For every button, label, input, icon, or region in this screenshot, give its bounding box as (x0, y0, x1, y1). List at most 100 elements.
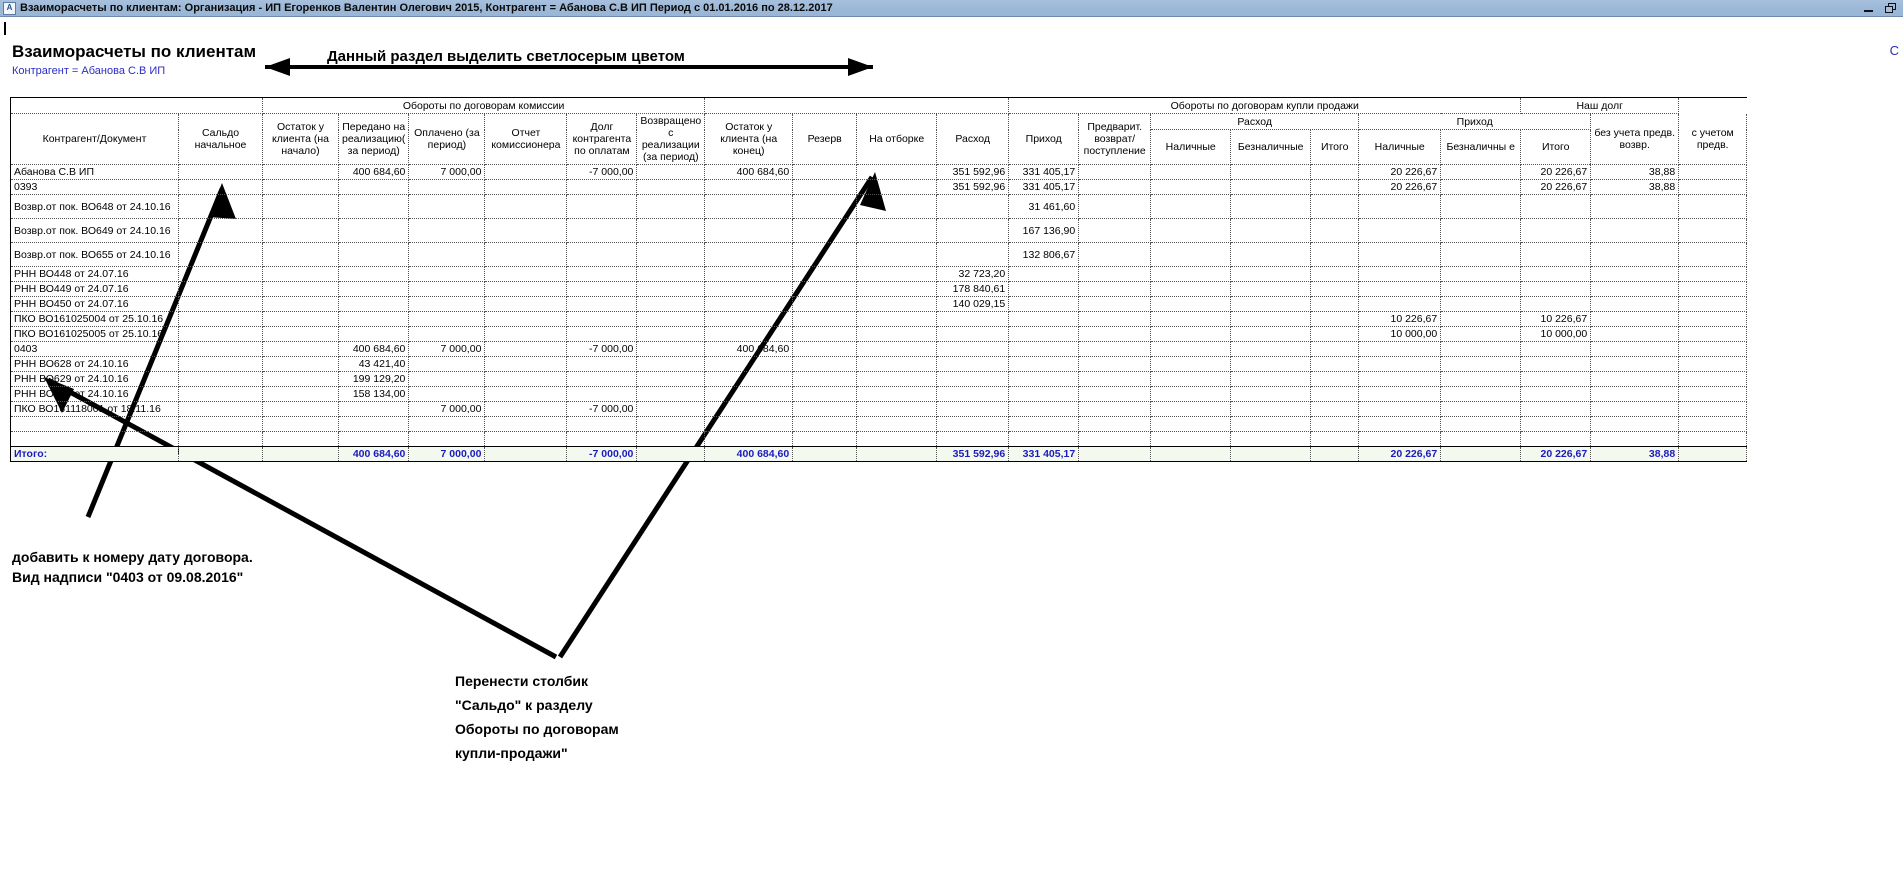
cell-value[interactable]: -7 000,00 (566, 164, 638, 180)
cell-value[interactable] (1678, 386, 1748, 402)
cell-value[interactable] (704, 401, 794, 417)
cell-value[interactable]: 10 226,67 (1520, 311, 1592, 327)
col-client-balance-end[interactable]: Остаток у клиента (на конец) (704, 113, 794, 165)
cell-value[interactable] (338, 311, 410, 327)
cell-value[interactable] (408, 242, 486, 267)
cell-document-label[interactable]: Итого: (10, 446, 179, 462)
table-row[interactable]: РНН ВО628 от 24.10.16 43 421,40 (10, 356, 1748, 372)
cell-value[interactable] (1678, 266, 1748, 282)
cell-value[interactable] (1008, 326, 1080, 342)
cell-value[interactable] (1678, 296, 1748, 312)
cell-value[interactable]: 167 136,90 (1008, 218, 1080, 243)
cell-value[interactable] (262, 401, 339, 417)
cell-value[interactable] (1358, 386, 1442, 402)
cell-value[interactable] (636, 431, 706, 447)
cell-value[interactable] (1078, 218, 1152, 243)
col-returned-from-sale[interactable]: Возвращено с реализации (за период) (636, 113, 706, 165)
cell-value[interactable] (566, 194, 638, 219)
col-counterparty-debt[interactable]: Долг контрагента по оплатам (566, 113, 638, 165)
cell-value[interactable] (704, 356, 794, 372)
col-income[interactable]: Приход (1008, 113, 1080, 165)
cell-value[interactable] (1520, 431, 1592, 447)
col-transferred-for-sale[interactable]: Передано на реализацию( за период) (338, 113, 410, 165)
cell-value[interactable] (1310, 386, 1360, 402)
cell-value[interactable] (1078, 371, 1152, 387)
cell-value[interactable] (1310, 326, 1360, 342)
cell-value[interactable] (1310, 401, 1360, 417)
cell-value[interactable] (1078, 416, 1152, 432)
cell-value[interactable]: 140 029,15 (936, 296, 1010, 312)
cell-value[interactable] (262, 431, 339, 447)
cell-value[interactable]: 10 226,67 (1358, 311, 1442, 327)
cell-value[interactable] (1358, 401, 1442, 417)
cell-value[interactable] (1678, 311, 1748, 327)
cell-value[interactable]: 132 806,67 (1008, 242, 1080, 267)
cell-value[interactable] (1520, 386, 1592, 402)
cell-value[interactable] (1150, 179, 1232, 195)
col-with-advance[interactable]: с учетом предв. (1678, 113, 1748, 165)
cell-value[interactable] (262, 242, 339, 267)
cell-value[interactable]: 20 226,67 (1520, 446, 1592, 462)
cell-value[interactable] (792, 431, 858, 447)
cell-value[interactable] (178, 386, 263, 402)
cell-value[interactable] (792, 356, 858, 372)
cell-value[interactable] (1590, 218, 1680, 243)
table-row[interactable]: ПКО ВО161025005 от 25.10.16 10 000,00 10 0… (10, 326, 1748, 342)
cell-value[interactable] (856, 446, 938, 462)
cell-value[interactable]: 7 000,00 (408, 446, 486, 462)
cell-value[interactable] (856, 164, 938, 180)
cell-value[interactable] (178, 371, 263, 387)
cell-value[interactable] (1590, 431, 1680, 447)
cell-value[interactable] (1008, 341, 1080, 357)
cell-value[interactable] (484, 194, 568, 219)
cell-value[interactable] (338, 431, 410, 447)
col-income-cash[interactable]: Наличные (1358, 129, 1442, 165)
cell-value[interactable] (1358, 281, 1442, 297)
cell-value[interactable] (856, 311, 938, 327)
cell-document-label[interactable]: ПКО ВО161118001 от 18.11.16 (10, 401, 179, 417)
cell-value[interactable] (1078, 296, 1152, 312)
cell-value[interactable] (408, 194, 486, 219)
cell-value[interactable] (178, 218, 263, 243)
cell-value[interactable]: 38,88 (1590, 164, 1680, 180)
cell-document-label[interactable]: РНН ВО628 от 24.10.16 (10, 356, 179, 372)
cell-value[interactable] (1440, 431, 1522, 447)
cell-value[interactable] (1230, 326, 1312, 342)
cell-value[interactable]: 199 129,20 (338, 371, 410, 387)
cell-value[interactable] (1078, 281, 1152, 297)
cell-value[interactable] (484, 179, 568, 195)
cell-value[interactable] (1678, 218, 1748, 243)
cell-value[interactable] (178, 179, 263, 195)
cell-value[interactable] (1590, 266, 1680, 282)
cell-value[interactable] (1230, 311, 1312, 327)
cell-value[interactable]: 20 226,67 (1358, 446, 1442, 462)
cell-value[interactable] (1230, 371, 1312, 387)
cell-value[interactable] (704, 281, 794, 297)
cell-value[interactable]: 7 000,00 (408, 164, 486, 180)
cell-value[interactable] (338, 218, 410, 243)
cell-value[interactable] (1150, 296, 1232, 312)
cell-value[interactable] (1590, 242, 1680, 267)
col-expense[interactable]: Расход (936, 113, 1010, 165)
cell-value[interactable] (1078, 356, 1152, 372)
cell-value[interactable] (792, 371, 858, 387)
cell-value[interactable] (1440, 401, 1522, 417)
cell-value[interactable] (1150, 326, 1232, 342)
cell-value[interactable] (636, 296, 706, 312)
cell-value[interactable] (1440, 218, 1522, 243)
report-table[interactable]: Обороты по договорам комиссии Обороты по… (10, 97, 1748, 462)
cell-value[interactable] (178, 266, 263, 282)
cell-value[interactable] (178, 416, 263, 432)
cell-value[interactable] (178, 281, 263, 297)
cell-value[interactable] (338, 179, 410, 195)
cell-value[interactable] (1230, 341, 1312, 357)
cell-value[interactable] (1230, 179, 1312, 195)
cell-value[interactable] (1520, 416, 1592, 432)
cell-value[interactable] (1150, 386, 1232, 402)
cell-value[interactable] (1078, 341, 1152, 357)
cell-value[interactable] (1078, 194, 1152, 219)
cell-value[interactable] (408, 266, 486, 282)
cell-value[interactable] (792, 179, 858, 195)
cell-value[interactable] (1078, 431, 1152, 447)
cell-value[interactable] (1590, 296, 1680, 312)
